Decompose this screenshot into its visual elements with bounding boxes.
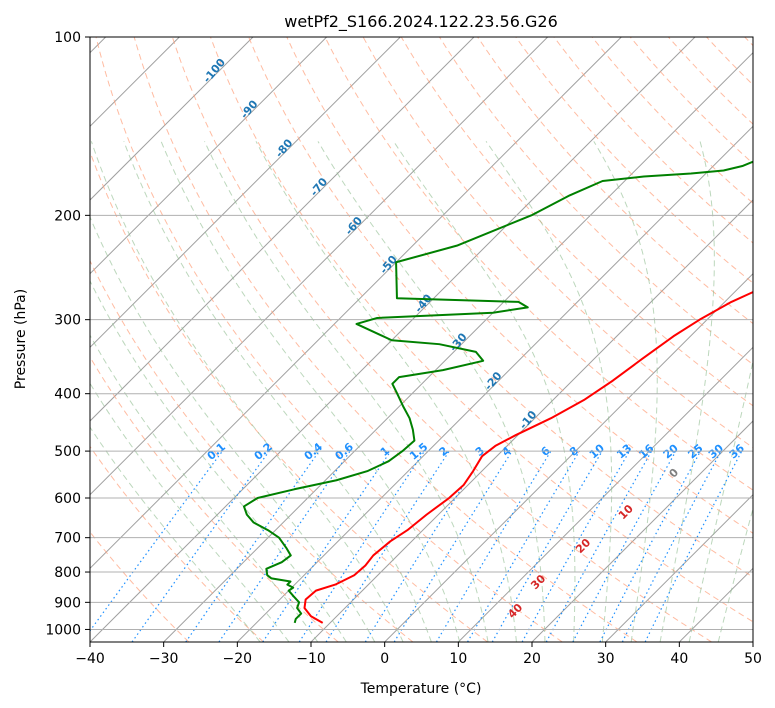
mixing-ratio-line xyxy=(325,450,450,642)
mixing-ratio-line xyxy=(218,450,351,642)
mixing-ratio-line xyxy=(262,450,392,642)
y-tick-label: 900 xyxy=(54,595,81,611)
dry-adiabat-line xyxy=(171,37,712,642)
isotherm-line xyxy=(457,346,753,642)
isotherm-line xyxy=(163,51,753,642)
y-tick-label: 1000 xyxy=(45,622,81,638)
x-tick-label: 20 xyxy=(523,651,541,667)
temperature-line xyxy=(303,290,753,624)
isotherm-line xyxy=(605,493,753,642)
isotherm-line xyxy=(236,125,753,642)
chart-title: wetPf2_S166.2024.122.23.56.G26 xyxy=(284,12,558,32)
y-axis-title: Pressure (hPa) xyxy=(13,289,29,389)
x-axis-title: Temperature (°C) xyxy=(360,681,482,697)
x-tick-label: 0 xyxy=(380,651,389,667)
isotherm-line xyxy=(384,272,753,642)
dry-adiabat-line xyxy=(248,37,753,578)
mixing-ratio-line xyxy=(393,450,513,642)
x-tick-label: 50 xyxy=(744,651,762,667)
y-tick-label: 200 xyxy=(54,208,81,224)
mixing-ratio-line xyxy=(572,450,677,642)
dry-adiabat-line xyxy=(90,259,414,642)
isotherm-line xyxy=(90,37,622,570)
y-tick-label: 400 xyxy=(54,387,81,403)
dry-adiabat-line xyxy=(286,37,753,534)
y-tick-label: 100 xyxy=(54,30,81,46)
plot-frame xyxy=(89,36,754,643)
x-tick-label: 40 xyxy=(670,651,688,667)
x-tick-label: 10 xyxy=(449,651,467,667)
mixing-ratio-line xyxy=(364,450,486,642)
data-series xyxy=(242,160,753,624)
y-tick-label: 700 xyxy=(54,531,81,547)
y-tick-label: 600 xyxy=(54,491,81,507)
mixing-ratio-line xyxy=(185,450,320,642)
x-tick-label: −30 xyxy=(149,651,179,667)
isotherm-line xyxy=(90,37,475,422)
isotherm-line xyxy=(90,37,549,496)
isotherm-line xyxy=(531,420,753,642)
mixing-ratio-line xyxy=(599,450,702,642)
gridlines xyxy=(90,37,753,630)
dry-adiabat-line xyxy=(324,37,753,491)
axes: −40 −30 −20 −10 0 10 20 30 40 50 100 200 300 400 500 60… xyxy=(45,30,762,667)
plot-area xyxy=(90,37,753,642)
mixing-ratio-line xyxy=(131,450,270,642)
isotherm-line xyxy=(90,37,254,201)
y-tick-label: 500 xyxy=(54,444,81,460)
mixing-ratio-line xyxy=(435,450,552,642)
isotherm-line xyxy=(90,37,401,349)
isotherm-line xyxy=(90,37,328,275)
dry-adiabat-line xyxy=(90,445,264,642)
x-tick-label: −20 xyxy=(223,651,253,667)
dewpoint-line xyxy=(242,160,753,624)
x-tick-label: −40 xyxy=(75,651,105,667)
y-tick-label: 800 xyxy=(54,565,81,581)
y-tick-label: 300 xyxy=(54,313,81,329)
dry-adiabat-line xyxy=(95,37,563,642)
mixing-ratio-line xyxy=(466,450,580,642)
dry-adiabat-line xyxy=(210,37,753,623)
x-tick-label: 30 xyxy=(597,651,615,667)
dry-adiabat-line xyxy=(515,37,753,284)
x-tick-label: −10 xyxy=(296,651,326,667)
